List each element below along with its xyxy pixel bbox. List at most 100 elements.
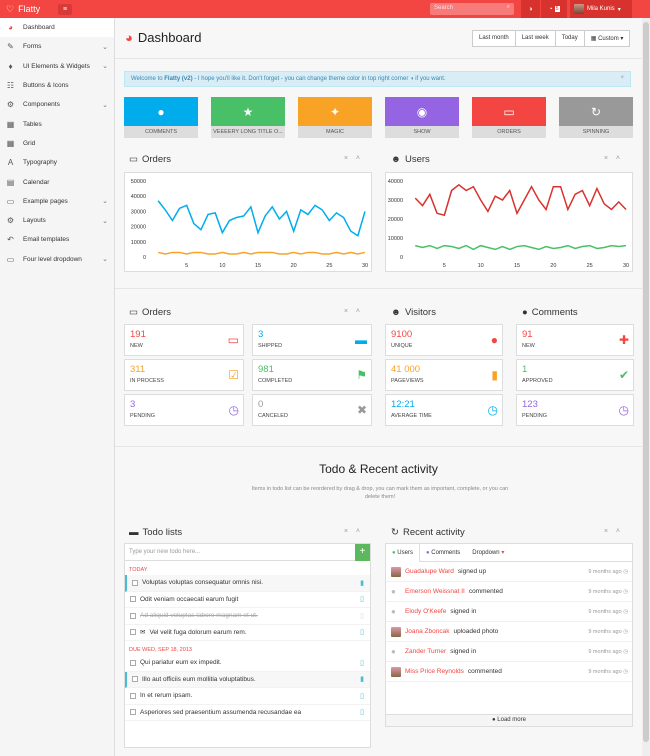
- activity-row: Joana Zboncak uploaded photo 9 months ago …: [386, 622, 632, 642]
- sidebar-item-dashboard[interactable]: ◕ Dashboard: [0, 18, 114, 38]
- activity-user-link[interactable]: Guadalupe Ward: [405, 568, 454, 575]
- bookmark-icon[interactable]: ▮: [360, 676, 364, 684]
- tile-orders[interactable]: ▭ Orders: [472, 97, 546, 138]
- tint-icon: ♦: [8, 61, 13, 71]
- messages-button[interactable]: ◔ 5: [541, 0, 567, 18]
- todo-checkbox[interactable]: [130, 629, 136, 636]
- todo-text: Odit veniam occaecati earum fugit: [140, 595, 239, 603]
- bookmark-icon[interactable]: ▯: [360, 659, 364, 667]
- todo-checkbox[interactable]: [130, 709, 136, 716]
- tab-users[interactable]: ● Users: [386, 543, 420, 562]
- eye-icon: ◉: [385, 97, 459, 126]
- user-menu[interactable]: Mila Kunis ▾: [570, 0, 632, 18]
- tab-comments[interactable]: ● Comments: [420, 544, 466, 562]
- bookmark-icon[interactable]: ▯: [360, 629, 364, 637]
- y-tick-label: 40000: [388, 179, 403, 185]
- tab-dropdown[interactable]: Dropdown ▾: [466, 544, 510, 562]
- todo-item[interactable]: Ad aliquid voluptas labore magnam et ut.…: [125, 608, 370, 625]
- todo-checkbox[interactable]: [130, 596, 136, 603]
- bookmark-icon[interactable]: ▮: [360, 579, 364, 587]
- activity-user-link[interactable]: Emerson Weissnat II: [405, 588, 465, 595]
- sidebar-item-layouts[interactable]: ⚙ Layouts ⌄: [0, 211, 114, 230]
- activity-user-link[interactable]: Miss Price Reynolds: [405, 668, 464, 675]
- comments-icon: ●: [425, 549, 430, 556]
- todo-checkbox[interactable]: [132, 676, 138, 683]
- sidebar-item-forms[interactable]: ✎ Forms ⌄: [0, 37, 114, 56]
- close-icon[interactable]: ×: [620, 75, 624, 81]
- sidebar-item-typography[interactable]: A Typography: [0, 153, 114, 172]
- stat-value: 981: [258, 364, 274, 375]
- sidebar-item-email-templates[interactable]: ↶ Email templates: [0, 230, 114, 249]
- sidebar-item-ui-elements-widgets[interactable]: ♦ UI Elements & Widgets ⌄: [0, 57, 114, 76]
- stat-new: 91 New ✚: [516, 324, 634, 356]
- todo-item[interactable]: Qui pariatur eum ex impedit. ▯: [125, 655, 370, 672]
- todo-item[interactable]: Voluptas voluptas consequatur omnis nisi…: [125, 575, 370, 592]
- bookmark-icon[interactable]: ▯: [360, 612, 364, 620]
- magic-icon: ✦: [298, 97, 372, 126]
- scrollbar[interactable]: [642, 18, 650, 756]
- load-more-button[interactable]: ● Load more: [385, 715, 633, 727]
- stat-label: In process: [130, 378, 164, 384]
- activity-user-link[interactable]: Zander Turner: [405, 648, 447, 655]
- todo-item[interactable]: Asperiores sed praesentium assumenda rec…: [125, 705, 370, 721]
- brand[interactable]: ♡ Flatty: [0, 4, 58, 15]
- range-last-month-button[interactable]: Last month: [473, 31, 516, 46]
- sidebar-item-grid[interactable]: ▦ Grid: [0, 134, 114, 153]
- todo-item[interactable]: In et rerum ipsam. ▯: [125, 688, 370, 705]
- todo-item[interactable]: Illo aut officiis eum mollitia voluptati…: [125, 671, 370, 688]
- todo-title-text: Todo lists: [142, 527, 183, 538]
- tile-spinning[interactable]: ↻ Spinning: [559, 97, 633, 138]
- bookmark-icon[interactable]: ▯: [360, 596, 364, 604]
- sidebar-item-calendar[interactable]: ▤ Calendar: [0, 172, 114, 191]
- close-icon[interactable]: ×: [604, 155, 609, 162]
- check-icon: ✔: [618, 368, 629, 382]
- refresh-icon: ↻: [391, 527, 399, 538]
- activity-user-link[interactable]: Joana Zboncak: [405, 628, 450, 635]
- tile-veeeery-long-title-o-[interactable]: ★ Veeeery long title o...: [211, 97, 285, 138]
- todo-item[interactable]: Odit veniam occaecati earum fugit ▯: [125, 592, 370, 608]
- chevron-up-icon[interactable]: ˄: [355, 155, 360, 162]
- todo-text: Ad aliquid voluptas labore magnam et ut.: [140, 612, 258, 620]
- range-today-button[interactable]: Today: [556, 31, 585, 46]
- sidebar-item-label: Buttons & Icons: [23, 82, 69, 90]
- scrollbar-thumb[interactable]: [643, 22, 649, 742]
- chevron-up-icon[interactable]: ˄: [355, 308, 360, 315]
- close-icon[interactable]: ×: [344, 155, 349, 162]
- add-todo-button[interactable]: +: [355, 544, 370, 561]
- tile-comments[interactable]: ● Comments: [124, 97, 198, 138]
- range-custom-button[interactable]: ▦ Custom ▾: [585, 31, 630, 46]
- tile-magic[interactable]: ✦ Magic: [298, 97, 372, 138]
- chevron-up-icon[interactable]: ˄: [355, 528, 360, 535]
- range-last-week-button[interactable]: Last week: [516, 31, 556, 46]
- close-icon[interactable]: ×: [344, 308, 349, 315]
- todo-item[interactable]: ✉ Vel velit fuga dolorum earum rem. ▯: [125, 625, 370, 641]
- new-todo-input[interactable]: Type your new todo here... +: [125, 544, 370, 561]
- tile-show[interactable]: ◉ Show: [385, 97, 459, 138]
- comments-icon: ●: [124, 97, 198, 126]
- sidebar-item-tables[interactable]: ▦ Tables: [0, 114, 114, 133]
- bookmark-icon[interactable]: ▯: [360, 692, 364, 700]
- bookmark-icon[interactable]: ▯: [360, 709, 364, 717]
- sidebar-item-buttons-icons[interactable]: ☷ Buttons & Icons: [0, 76, 114, 95]
- sidebar-item-label: UI Elements & Widgets: [23, 62, 90, 70]
- activity-time: 9 months ago ◷: [588, 649, 628, 655]
- todo-checkbox[interactable]: [130, 659, 136, 666]
- todo-checkbox[interactable]: [132, 579, 138, 586]
- y-tick-label: 50000: [131, 179, 146, 185]
- todo-checkbox[interactable]: [130, 692, 136, 699]
- sidebar-item-example-pages[interactable]: ▭ Example pages ⌄: [0, 192, 114, 211]
- orders-chart: 0 10000 20000 30000 40000 50000 5 10 15 20 25 30: [124, 172, 372, 272]
- user-icon: ●: [490, 333, 498, 347]
- theme-color-button[interactable]: ◑: [521, 0, 540, 18]
- todo-checkbox[interactable]: [130, 612, 136, 619]
- series-line-0: [157, 200, 366, 237]
- chevron-up-icon[interactable]: ˄: [615, 155, 620, 162]
- close-icon[interactable]: ×: [604, 528, 609, 535]
- activity-user-link[interactable]: Elody O'Keefe: [405, 608, 447, 615]
- chevron-up-icon[interactable]: ˄: [615, 528, 620, 535]
- close-icon[interactable]: ×: [344, 528, 349, 535]
- sidebar-item-four-level-dropdown[interactable]: ▭ Four level dropdown ⌄: [0, 250, 114, 269]
- search-input[interactable]: Search ⌕: [430, 3, 514, 15]
- sidebar-item-components[interactable]: ⚙ Components ⌄: [0, 95, 114, 114]
- menu-toggle-button[interactable]: ≡: [58, 3, 72, 15]
